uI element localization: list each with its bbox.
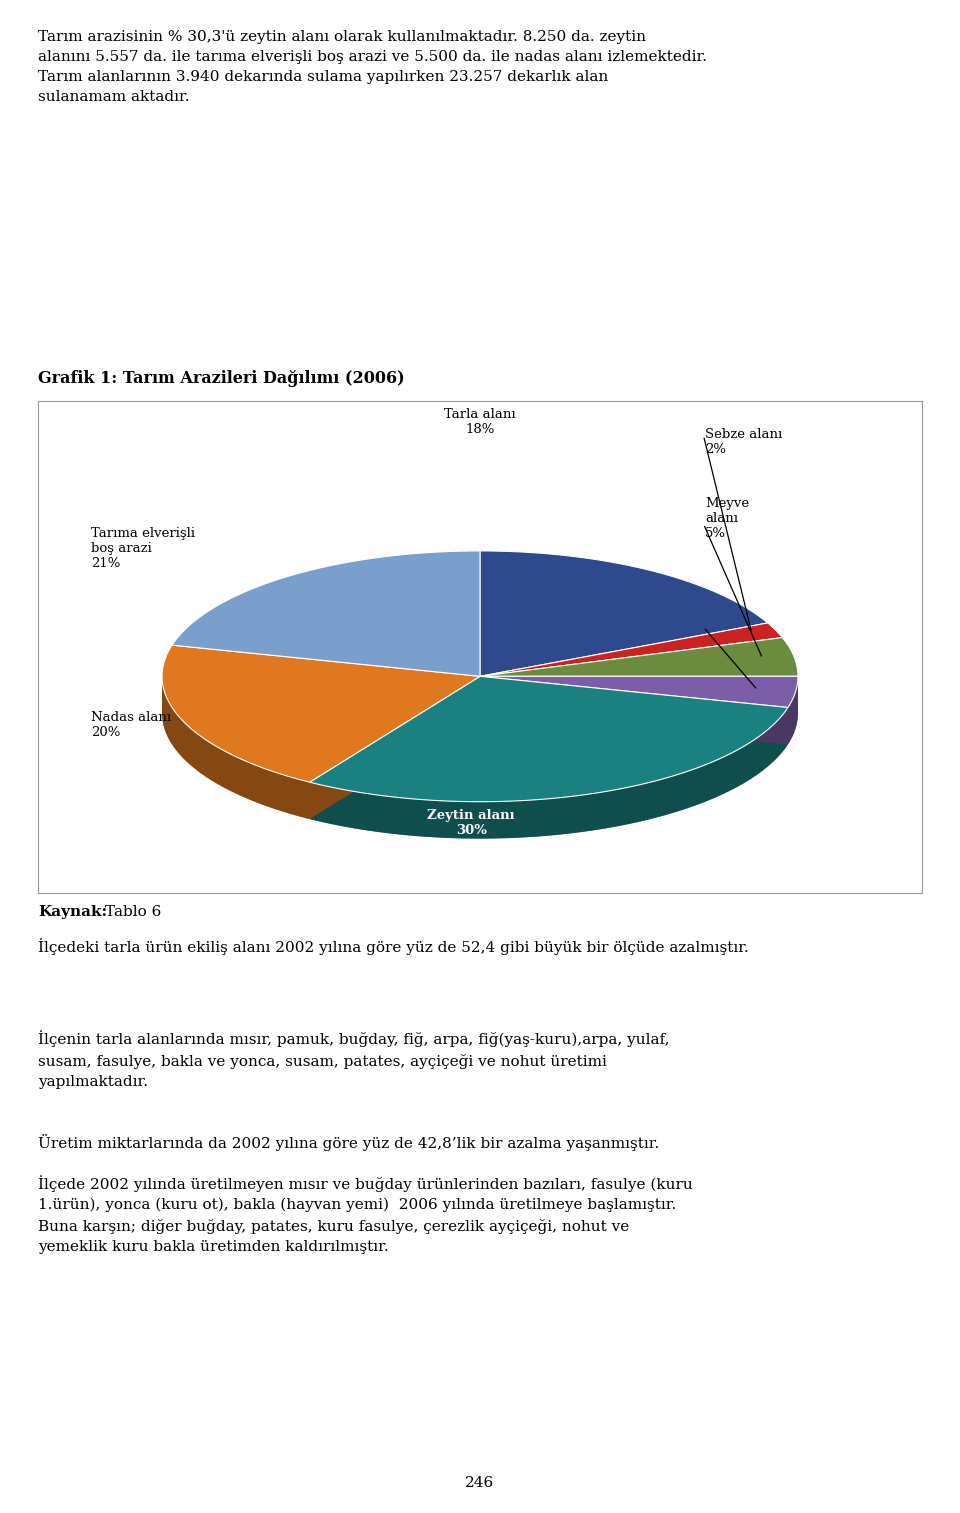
Polygon shape [310, 676, 480, 819]
Text: İlçede 2002 yılında üretilmeyen mısır ve buğday ürünlerinden bazıları, fasulye (: İlçede 2002 yılında üretilmeyen mısır ve… [38, 1174, 693, 1254]
Polygon shape [788, 676, 798, 744]
Text: Tablo 6: Tablo 6 [105, 905, 161, 918]
Text: Üretim miktarlarında da 2002 yılına göre yüz de 42,8’lik bir azalma yaşanmıştır.: Üretim miktarlarında da 2002 yılına göre… [38, 1133, 660, 1150]
Text: Tarıma elverişli
boş arazi
21%: Tarıma elverişli boş arazi 21% [91, 527, 196, 570]
Text: Meyve
alanı
5%: Meyve alanı 5% [706, 498, 750, 540]
Polygon shape [162, 645, 480, 782]
Polygon shape [480, 551, 768, 676]
Text: Nadas alanı
20%: Nadas alanı 20% [91, 711, 172, 740]
Text: Tarla alanı
18%: Tarla alanı 18% [444, 409, 516, 436]
Text: 246: 246 [466, 1475, 494, 1490]
Text: İlçenin tarla alanlarında mısır, pamuk, buğday, fiğ, arpa, fiğ(yaş-kuru),arpa, y: İlçenin tarla alanlarında mısır, pamuk, … [38, 1030, 670, 1089]
Polygon shape [310, 708, 788, 838]
Polygon shape [162, 589, 798, 838]
Polygon shape [480, 637, 798, 676]
Polygon shape [480, 676, 798, 713]
Polygon shape [310, 676, 788, 802]
Polygon shape [162, 676, 480, 713]
Text: Kaynak:: Kaynak: [38, 905, 108, 918]
Text: Grafik 1: Tarım Arazileri Dağılımı (2006): Grafik 1: Tarım Arazileri Dağılımı (2006… [38, 369, 405, 387]
Polygon shape [310, 676, 480, 819]
Text: Zeytin alanı
30%: Zeytin alanı 30% [427, 809, 515, 837]
Polygon shape [172, 551, 480, 676]
Text: Sebze alanı
2%: Sebze alanı 2% [706, 428, 782, 455]
Text: Bağ
alanı
4%: Bağ alanı 4% [706, 601, 738, 643]
Polygon shape [480, 676, 798, 708]
Polygon shape [480, 676, 788, 744]
Polygon shape [480, 676, 788, 744]
Text: İlçedeki tarla ürün ekiliş alanı 2002 yılına göre yüz de 52,4 gibi büyük bir ölç: İlçedeki tarla ürün ekiliş alanı 2002 yı… [38, 938, 749, 955]
Polygon shape [162, 676, 310, 819]
Polygon shape [480, 623, 782, 676]
Text: Tarım arazisinin % 30,3'ü zeytin alanı olarak kullanılmaktadır. 8.250 da. zeytin: Tarım arazisinin % 30,3'ü zeytin alanı o… [38, 30, 708, 104]
